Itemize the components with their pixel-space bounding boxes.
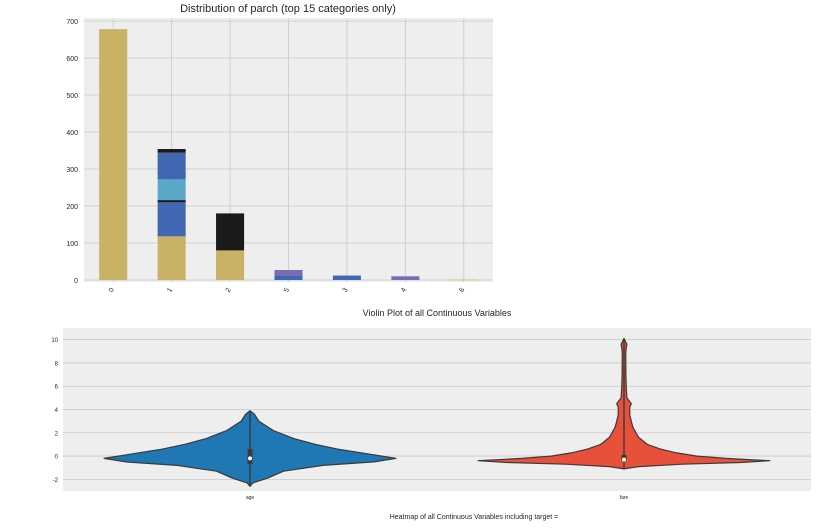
bar-chart: 0 100 200 300 400 500 600 700 0 1 2 5 3 4 6 Distribut… [66,3,493,294]
bar-segment [332,275,361,280]
bar-segment [274,275,303,280]
bar-x-tick-labels: 0 1 2 5 3 4 6 [108,287,467,294]
bar-y-tick-label: 0 [74,278,78,285]
violin-median-dot [248,456,252,461]
violin-y-tick-labels: -2 0 2 4 6 8 10 [51,338,58,484]
violin-y-tick-label: 0 [55,455,59,461]
bar-segment [99,29,128,280]
bar-segment [157,179,186,201]
violin-series [103,337,771,487]
bar-segment [157,236,186,280]
bar-segment [157,152,186,180]
bar-y-tick-label: 400 [66,130,78,137]
violin-y-tick-label: 4 [55,408,59,414]
bar-chart-title: Distribution of parch (top 15 categories… [180,3,396,15]
bar-segment [449,279,478,281]
violin-x-tick-labels: age fare [246,495,629,501]
bar-x-tick-label: 2 [225,287,233,294]
bar-series [99,29,478,281]
violin-x-tick-label: fare [620,495,629,501]
bar-segment [216,250,245,280]
bar-y-tick-label: 300 [66,167,78,174]
bar-segment [391,276,420,280]
bar-y-tick-labels: 0 100 200 300 400 500 600 700 [66,19,78,285]
heatmap-title-caption: Heatmap of all Continuous Variables incl… [390,514,559,521]
bar-x-tick-label: 3 [342,287,350,294]
bar-y-tick-label: 700 [66,19,78,26]
violin-y-tick-label: 6 [55,385,59,391]
violin-y-tick-label: 8 [55,361,59,367]
bar-segment [157,200,186,203]
bar-segment [157,202,186,237]
violin-chart-title: Violin Plot of all Continuous Variables [363,308,512,318]
violin-median-dot [622,457,626,462]
bar-segment [157,149,186,153]
violin-x-tick-label: age [246,495,255,501]
bar-y-tick-label: 500 [66,93,78,100]
violin-y-tick-label: 10 [51,338,58,344]
bar-x-tick-label: 0 [108,287,116,294]
bar-segment [216,213,245,251]
bar-x-tick-label: 6 [458,287,466,294]
bar-x-tick-label: 5 [283,287,291,294]
bar-y-tick-label: 200 [66,204,78,211]
violin-y-tick-label: -2 [53,478,59,484]
bar-x-tick-label: 1 [166,287,174,294]
bar-x-tick-label: 4 [400,287,408,294]
violin-chart: Violin Plot of all Continuous Variables … [51,308,811,501]
bar-y-tick-label: 100 [66,241,78,248]
bar-segment [274,270,303,276]
bar-y-tick-label: 600 [66,56,78,63]
violin-y-tick-label: 2 [55,431,59,437]
